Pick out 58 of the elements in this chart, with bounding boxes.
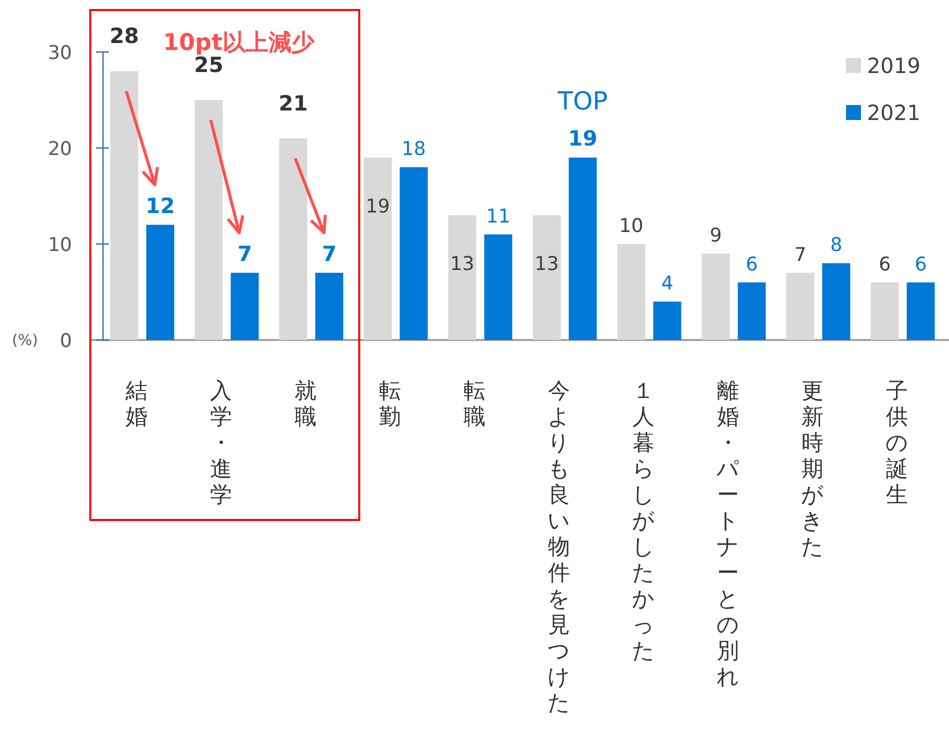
bar	[364, 158, 392, 340]
category-label: 離婚・パートナーとの別れ	[716, 379, 740, 690]
bar	[702, 254, 730, 340]
data-label: 6	[914, 253, 927, 276]
x-tick-label: 転職	[463, 379, 486, 430]
x-tick-label: 入学・進学	[210, 379, 232, 508]
bar	[315, 272, 344, 340]
bar	[786, 272, 814, 340]
annotation: TOP	[556, 86, 608, 116]
data-label: 18	[402, 138, 426, 160]
data-label: 13	[450, 253, 474, 276]
bar	[822, 263, 850, 340]
data-label: 9	[710, 224, 722, 247]
bar	[279, 138, 308, 340]
bar	[230, 272, 259, 340]
bar	[906, 282, 935, 340]
x-tick-label: 就職	[294, 379, 316, 430]
data-label: 19	[366, 196, 390, 218]
bar	[194, 100, 223, 340]
x-tick-label: 更新時期がきた	[800, 379, 824, 560]
data-label: 10	[619, 215, 644, 237]
bar	[568, 158, 597, 340]
data-label: 6	[746, 253, 758, 276]
y-tick-label: 20	[48, 138, 72, 160]
annotation: 10pt以上減少	[163, 30, 316, 56]
y-axis-title: (%)	[12, 331, 38, 349]
data-label: 13	[534, 253, 559, 276]
data-label: 7	[322, 242, 337, 266]
bar	[738, 282, 766, 340]
data-label: 28	[110, 24, 139, 48]
data-label: 12	[146, 194, 175, 218]
data-label: 4	[661, 272, 674, 295]
bar	[110, 71, 138, 340]
data-label: 11	[486, 205, 510, 228]
category-label: 今よりも良い物件を見つけた	[547, 379, 570, 716]
data-label: 7	[794, 244, 806, 266]
data-label: 21	[278, 91, 308, 116]
data-label: 6	[878, 253, 891, 276]
data-label: 8	[830, 234, 842, 256]
x-tick-label: 子供の誕生	[885, 379, 908, 508]
bar	[870, 282, 899, 340]
y-tick-label: 30	[48, 42, 72, 64]
category-label: １人暮らしがしたかった	[632, 379, 655, 664]
legend-label: 2019	[867, 54, 920, 78]
bar	[400, 167, 428, 340]
y-tick-label: 10	[48, 234, 72, 256]
legend-label: 2021	[867, 101, 920, 125]
data-label: 19	[568, 126, 598, 151]
bar	[146, 224, 174, 340]
data-label: 7	[237, 242, 252, 266]
bar	[532, 215, 561, 340]
x-tick-label: 転勤	[378, 379, 401, 430]
x-tick-label: 結婚	[124, 379, 148, 430]
y-tick-label: 0	[60, 330, 72, 352]
bar	[484, 234, 512, 340]
bar	[653, 302, 682, 340]
bar	[448, 215, 476, 340]
bar	[617, 244, 646, 340]
